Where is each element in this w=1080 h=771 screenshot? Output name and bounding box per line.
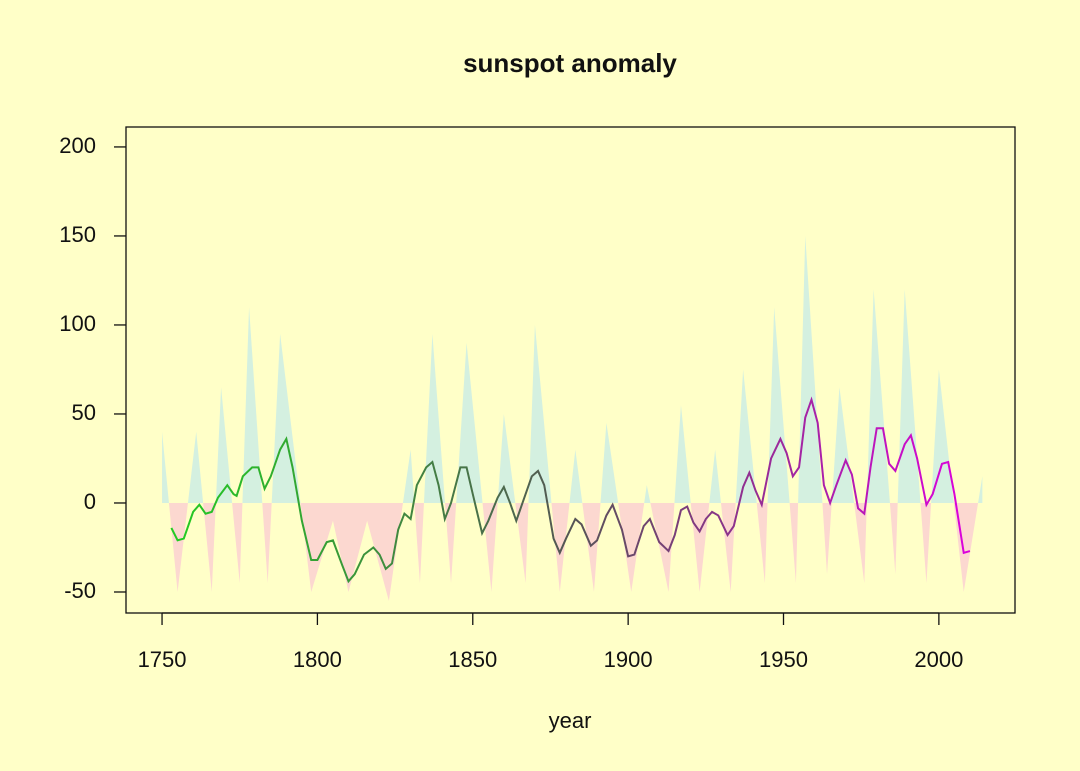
- anomaly-area: [162, 235, 983, 503]
- x-axis-label: year: [549, 708, 592, 733]
- chart-title: sunspot anomaly: [463, 48, 677, 78]
- x-tick-label: 1950: [759, 647, 808, 672]
- x-tick-label: 1850: [448, 647, 497, 672]
- plot-frame: [125, 126, 1016, 614]
- y-tick-label: 100: [59, 311, 96, 336]
- y-tick-label: 200: [59, 133, 96, 158]
- anomaly-area: [168, 502, 979, 601]
- y-tick-label: 150: [59, 222, 96, 247]
- smoothed-line: [170, 396, 971, 584]
- x-tick-label: 1900: [604, 647, 653, 672]
- x-tick-label: 2000: [914, 647, 963, 672]
- y-tick-label: 0: [84, 489, 96, 514]
- x-tick-label: 1750: [138, 647, 187, 672]
- y-tick-label: -50: [64, 578, 96, 603]
- x-tick-label: 1800: [293, 647, 342, 672]
- y-tick-label: 50: [72, 400, 96, 425]
